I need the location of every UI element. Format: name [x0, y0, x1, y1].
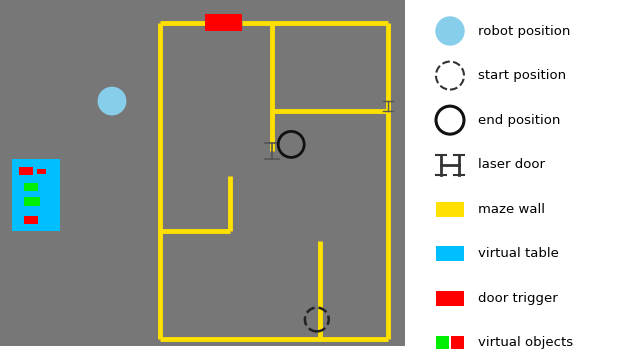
- Bar: [436, 291, 464, 306]
- Text: door trigger: door trigger: [478, 292, 557, 305]
- Bar: [451, 336, 464, 349]
- Text: end position: end position: [478, 114, 561, 127]
- Bar: [405, 0, 640, 361]
- Text: virtual table: virtual table: [478, 247, 559, 260]
- Bar: [436, 246, 464, 261]
- Bar: [24, 197, 40, 206]
- Bar: [436, 202, 464, 217]
- Bar: [12, 159, 60, 231]
- Circle shape: [99, 87, 125, 115]
- Text: virtual objects: virtual objects: [478, 336, 573, 349]
- Text: start position: start position: [478, 69, 566, 82]
- Bar: [24, 216, 38, 224]
- Text: robot position: robot position: [478, 25, 570, 38]
- Bar: [19, 167, 33, 175]
- Text: maze wall: maze wall: [478, 203, 545, 216]
- Bar: [205, 14, 242, 31]
- Bar: [24, 183, 38, 191]
- Text: laser door: laser door: [478, 158, 545, 171]
- Bar: [436, 336, 449, 349]
- Bar: [37, 169, 46, 174]
- Circle shape: [436, 17, 464, 45]
